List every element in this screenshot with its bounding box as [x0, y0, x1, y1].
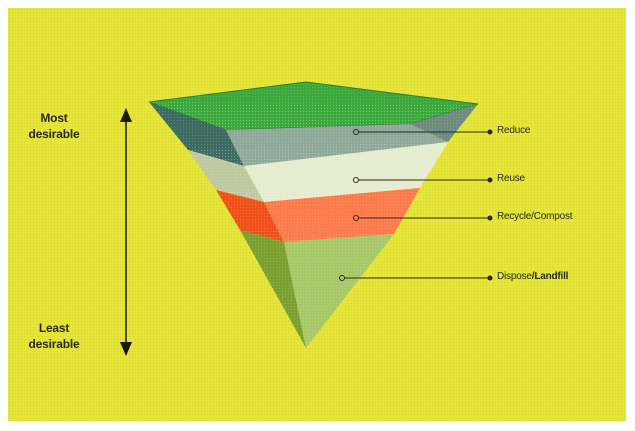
arrow-down-icon [120, 342, 132, 356]
callout-dispose-landfill [339, 275, 493, 281]
label-dispose-landfill: Dispose/Landfill [497, 271, 568, 282]
least-label-line1: Least [38, 321, 70, 335]
label-reuse: Reuse [497, 173, 525, 184]
desirability-axis [120, 108, 132, 356]
callout-reuse [353, 177, 493, 183]
label-landfill: /Landfill [531, 271, 569, 282]
arrow-up-icon [120, 108, 132, 122]
waste-hierarchy-pyramid [120, 81, 493, 356]
callout-recycle-compost [353, 215, 493, 221]
label-reduce: Reduce [497, 125, 531, 136]
label-recycle-compost: Recycle/Compost [497, 211, 573, 222]
most-desirable-label: Most desirable [9, 110, 99, 142]
callout-reduce [353, 129, 493, 135]
layer-recycle-compost [216, 188, 420, 242]
diagram-frame: Most desirable Least desirable Reduce Re… [8, 8, 626, 421]
most-label-line1: Most [40, 111, 68, 125]
most-label-line2: desirable [28, 127, 80, 141]
layer-reuse [188, 142, 448, 202]
label-dispose: Dispose [497, 271, 532, 282]
least-desirable-label: Least desirable [9, 320, 99, 352]
layer-dispose-landfill [240, 230, 394, 348]
least-label-line2: desirable [28, 337, 80, 351]
